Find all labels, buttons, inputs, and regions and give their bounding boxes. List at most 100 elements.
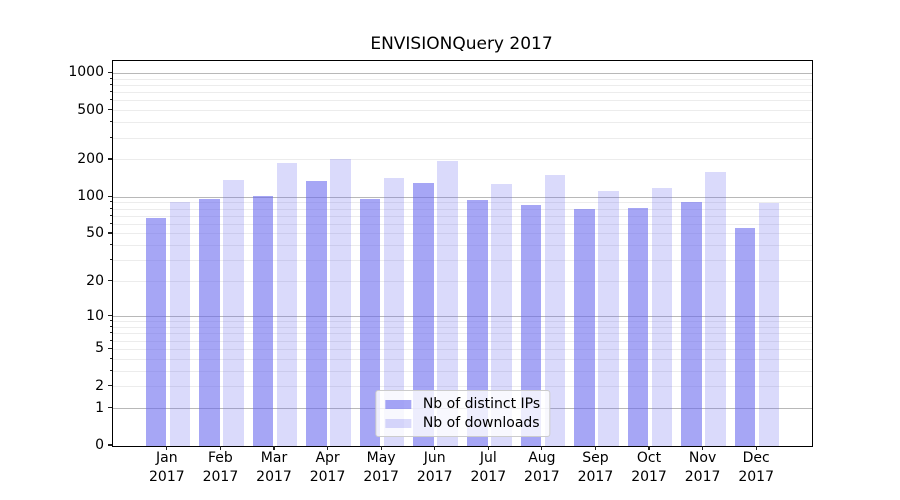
x-tick-mark — [702, 446, 704, 450]
y-gridline-major — [113, 72, 812, 74]
y-tick-mark — [108, 347, 112, 349]
x-tick-year: 2017 — [202, 469, 239, 485]
x-tick-month: Dec — [742, 450, 770, 466]
bar-downloads-jan — [169, 201, 191, 446]
bar-downloads-jul — [491, 183, 512, 446]
x-tick-label-jan: Jan 2017 — [135, 449, 199, 487]
bar-ips-aug — [520, 204, 542, 446]
y-minor-tick-mark — [110, 99, 112, 101]
x-tick-label-aug: Aug 2017 — [510, 449, 574, 487]
y-gridline-minor — [113, 333, 812, 335]
bar-ips-dec — [734, 227, 756, 446]
y-tick-label: 10 — [86, 307, 104, 324]
bar-downloads-feb — [223, 179, 244, 446]
y-gridline-minor — [113, 233, 812, 235]
bar-ips-nov — [681, 202, 702, 446]
y-minor-tick-mark — [110, 214, 112, 216]
y-tick-mark — [108, 158, 112, 160]
y-minor-tick-mark — [110, 244, 112, 246]
legend-label-downloads: Nb of downloads — [422, 415, 540, 431]
y-gridline-minor — [113, 370, 812, 372]
y-tick-mark — [108, 385, 112, 387]
y-gridline-minor — [113, 245, 812, 247]
bar-downloads-may — [383, 177, 405, 446]
y-minor-tick-mark — [110, 332, 112, 334]
x-tick-year: 2017 — [524, 469, 560, 485]
y-gridline-major — [113, 316, 812, 318]
bar-ips-jul — [467, 199, 488, 446]
y-tick-label: 500 — [77, 101, 104, 118]
bar-ips-oct — [627, 207, 649, 446]
x-tick-year: 2017 — [684, 469, 721, 485]
x-tick-mark — [648, 446, 650, 450]
x-tick-month: Feb — [208, 450, 233, 466]
bar-ips-may — [359, 199, 381, 446]
x-tick-label-nov: Nov 2017 — [671, 449, 735, 487]
chart-title: ENVISIONQuery 2017 — [370, 34, 553, 54]
legend-swatch-downloads — [384, 418, 411, 428]
y-minor-tick-mark — [110, 136, 112, 138]
x-tick-year: 2017 — [149, 469, 185, 485]
y-gridline-minor — [113, 386, 812, 388]
y-tick-label: 200 — [77, 150, 104, 167]
y-gridline-minor — [113, 327, 812, 328]
y-gridline-minor — [113, 202, 812, 204]
y-tick-mark — [108, 444, 112, 446]
x-tick-mark — [594, 446, 597, 450]
y-minor-tick-mark — [110, 222, 112, 224]
bar-ips-jun — [413, 183, 434, 446]
y-gridline-minor — [113, 78, 812, 80]
bar-ips-sep — [574, 209, 595, 446]
y-gridline-minor — [113, 84, 812, 86]
y-gridline-minor — [113, 215, 812, 217]
x-tick-year: 2017 — [470, 469, 507, 485]
y-gridline-minor — [113, 159, 812, 161]
x-tick-label-dec: Dec 2017 — [724, 449, 788, 487]
x-tick-mark — [273, 446, 275, 450]
x-tick-month: Jul — [479, 450, 497, 466]
y-tick-mark — [108, 109, 112, 111]
y-minor-tick-mark — [110, 320, 112, 322]
x-tick-mark — [487, 446, 489, 450]
y-tick-mark — [108, 71, 112, 73]
x-tick-year: 2017 — [631, 469, 667, 485]
plot-canvas — [113, 61, 812, 446]
bar-ips-feb — [199, 198, 220, 446]
y-minor-tick-mark — [110, 357, 112, 359]
x-tick-mark — [541, 446, 543, 450]
bar-ips-jan — [145, 218, 167, 446]
x-tick-year: 2017 — [256, 469, 292, 485]
bar-downloads-jun — [437, 161, 458, 446]
x-tick-month: Nov — [688, 450, 717, 466]
y-gridline-major — [113, 196, 812, 198]
y-minor-tick-mark — [110, 339, 112, 341]
bar-downloads-oct — [651, 187, 673, 446]
x-tick-label-apr: Apr 2017 — [296, 449, 360, 487]
y-minor-tick-mark — [110, 77, 112, 79]
y-gridline-minor — [113, 92, 812, 94]
x-tick-label-jun: Jun 2017 — [403, 449, 467, 487]
y-gridline-minor — [113, 208, 812, 210]
x-tick-label-feb: Feb 2017 — [188, 449, 252, 487]
bar-downloads-mar — [276, 162, 298, 446]
y-gridline-minor — [113, 358, 812, 360]
x-tick-mark — [380, 446, 382, 450]
y-gridline-minor — [113, 100, 812, 102]
y-tick-label: 1 — [95, 399, 104, 416]
x-tick-label-oct: Oct 2017 — [617, 449, 681, 487]
y-gridline-minor — [113, 260, 812, 262]
y-minor-tick-mark — [110, 369, 112, 371]
x-tick-mark — [755, 446, 757, 450]
x-tick-year: 2017 — [416, 469, 453, 485]
legend-row-distinct-ips: Nb of distinct IPs — [384, 396, 540, 412]
bar-downloads-sep — [598, 191, 619, 446]
plot-area: Nb of distinct IPs Nb of downloads — [112, 60, 813, 447]
x-tick-label-mar: Mar 2017 — [242, 449, 306, 487]
x-tick-year: 2017 — [577, 469, 614, 485]
y-tick-mark — [108, 232, 112, 234]
x-tick-mark — [326, 446, 329, 450]
y-gridline-minor — [113, 348, 812, 350]
x-tick-month: Mar — [260, 450, 288, 466]
y-tick-label: 0 — [95, 437, 104, 453]
